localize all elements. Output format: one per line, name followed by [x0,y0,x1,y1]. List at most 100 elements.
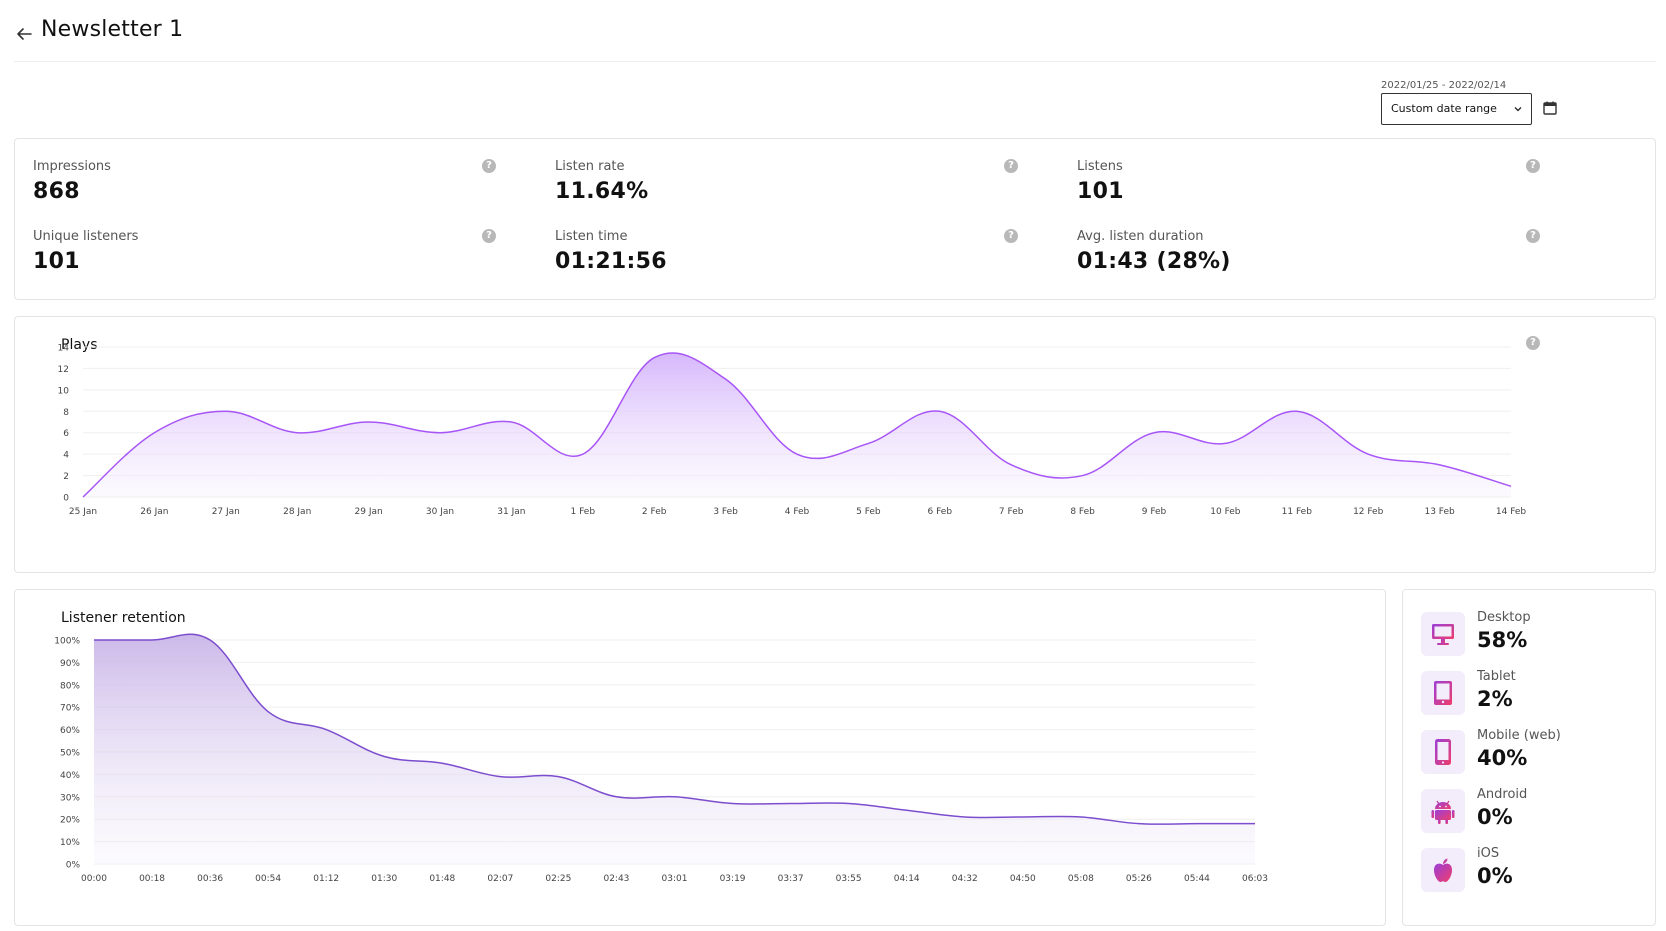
x-tick-label: 28 Jan [283,507,311,517]
area-fill [83,352,1511,497]
y-tick-label: 2 [63,472,69,482]
area-fill [94,634,1255,864]
stat-label: Impressions [33,159,111,174]
page-header: Newsletter 1 [14,14,1656,62]
y-tick-label: 100% [54,637,80,647]
x-tick-label: 2 Feb [642,507,667,517]
device-label: Mobile (web) [1477,728,1561,743]
y-tick-label: 50% [60,749,80,759]
x-tick-label: 10 Feb [1210,507,1241,517]
x-tick-label: 5 Feb [856,507,881,517]
help-icon[interactable]: ? [1004,159,1018,173]
device-tablet: Tablet 2% [1421,669,1641,719]
x-tick-label: 01:12 [313,874,339,884]
retention-chart: 0% 10% 20% 30% 40% 50% 60% 70% 80% 90% 100% 00:00 00… [54,633,1268,884]
desktop-icon [1421,612,1465,656]
y-tick-label: 12 [58,365,69,375]
stat-value: 01:21:56 [555,249,667,274]
device-desktop: Desktop 58% [1421,610,1641,660]
stat-listen-time: Listen time 01:21:56 [555,229,1045,274]
x-tick-label: 05:44 [1184,874,1210,884]
y-tick-label: 30% [60,793,80,803]
x-tick-label: 13 Feb [1424,507,1455,517]
y-tick-label: 6 [63,429,69,439]
stat-unique-listeners: Unique listeners 101 [33,229,523,274]
y-tick-label: 70% [60,704,80,714]
x-tick-label: 01:48 [429,874,455,884]
stat-listens: Listens 101 [1077,159,1567,204]
x-tick-label: 04:14 [894,874,920,884]
calendar-icon[interactable] [1542,100,1558,116]
stat-label: Listens [1077,159,1123,174]
retention-chart-title: Listener retention [61,610,186,626]
x-tick-label: 03:55 [836,874,862,884]
y-tick-label: 0 [63,494,69,504]
x-tick-label: 02:25 [545,874,571,884]
y-tick-label: 14 [58,344,70,354]
help-icon[interactable]: ? [1526,159,1540,173]
device-label: iOS [1477,846,1500,861]
y-tick-label: 80% [60,681,80,691]
stat-value: 01:43 (28%) [1077,249,1231,274]
x-tick-label: 02:07 [487,874,513,884]
x-tick-label: 4 Feb [785,507,810,517]
help-icon[interactable]: ? [1526,336,1540,350]
page-title: Newsletter 1 [41,17,184,42]
x-tick-label: 27 Jan [212,507,240,517]
device-value: 2% [1477,687,1513,711]
devices-card: Desktop 58% Tablet 2% Mobile (web) 40% [1402,589,1656,926]
y-tick-label: 40% [60,771,80,781]
device-ios: iOS 0% [1421,846,1641,896]
mobile-icon [1421,730,1465,774]
help-icon[interactable]: ? [1004,229,1018,243]
date-range-text: 2022/01/25 - 2022/02/14 [1381,80,1507,91]
plays-chart: 0 2 4 6 8 10 12 14 25 Jan 26 Jan 27 Jan 28 Jan 29 Ja… [58,344,1527,518]
stat-value: 11.64% [555,179,649,204]
help-icon[interactable]: ? [482,229,496,243]
x-tick-label: 31 Jan [497,507,525,517]
x-tick-label: 12 Feb [1353,507,1384,517]
stat-value: 101 [1077,179,1124,204]
x-tick-label: 03:37 [778,874,804,884]
x-tick-label: 00:18 [139,874,165,884]
device-value: 0% [1477,864,1513,888]
plays-chart-card: Plays ? 0 2 4 6 8 10 12 14 25 Jan 26 Jan 27 Jan 28 … [14,316,1656,573]
date-range-select-value: Custom date range [1391,102,1497,115]
stat-impressions: Impressions 868 [33,159,523,204]
x-tick-label: 04:50 [1010,874,1036,884]
stat-value: 868 [33,179,80,204]
stat-label: Unique listeners [33,229,139,244]
y-tick-label: 10% [60,838,80,848]
x-tick-label: 26 Jan [140,507,168,517]
x-tick-label: 01:30 [371,874,397,884]
plays-chart-title: Plays [61,337,98,353]
device-label: Desktop [1477,610,1531,625]
help-icon[interactable]: ? [482,159,496,173]
device-android: Android 0% [1421,787,1641,837]
x-tick-label: 00:54 [255,874,281,884]
device-value: 58% [1477,628,1528,652]
y-tick-label: 10 [58,386,70,396]
stat-label: Listen rate [555,159,625,174]
x-tick-label: 05:26 [1126,874,1152,884]
apple-icon [1421,848,1465,892]
back-arrow-icon[interactable] [14,24,34,44]
y-tick-label: 90% [60,659,80,669]
device-value: 40% [1477,746,1528,770]
x-tick-label: 14 Feb [1496,507,1527,517]
android-icon [1421,789,1465,833]
help-icon[interactable]: ? [1526,229,1540,243]
x-tick-label: 03:01 [662,874,688,884]
x-tick-label: 04:32 [952,874,978,884]
y-tick-label: 8 [63,408,69,418]
y-tick-label: 0% [66,861,81,871]
chevron-down-icon [1514,107,1522,112]
series-line [82,352,1512,498]
stat-avg-listen-duration: Avg. listen duration 01:43 (28%) [1077,229,1567,274]
x-tick-label: 00:36 [197,874,223,884]
y-tick-label: 60% [60,726,80,736]
date-range-select[interactable]: Custom date range [1381,93,1532,125]
retention-chart-card: Listener retention 0% 10% 20% 30% 40% 50% 60% 7… [14,589,1386,926]
x-tick-label: 06:03 [1242,874,1268,884]
device-label: Tablet [1477,669,1516,684]
